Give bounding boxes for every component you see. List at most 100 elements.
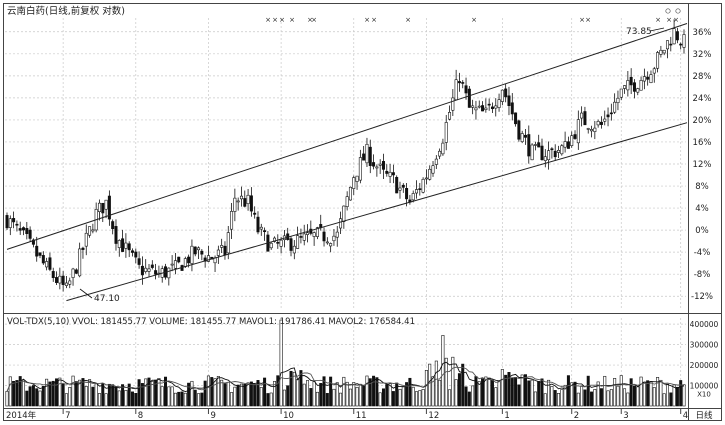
high-mark-pointer <box>649 27 665 32</box>
candle-body <box>659 49 663 55</box>
candle-body <box>672 28 676 45</box>
candle-body <box>150 264 154 268</box>
candle-body <box>467 88 471 108</box>
candle-body <box>444 122 448 143</box>
candle-body <box>325 241 329 244</box>
price-tick-label: -8% <box>694 270 711 280</box>
month-label: 10 <box>283 411 294 421</box>
volume-ma10-line <box>6 366 685 392</box>
candle-body <box>381 161 385 170</box>
candle-body <box>421 178 425 193</box>
volume-bar <box>444 357 448 407</box>
volume-bar <box>381 388 385 407</box>
volume-bar <box>616 385 620 407</box>
volume-bar <box>137 379 141 407</box>
candle-body <box>533 144 537 146</box>
candle-body <box>8 218 12 228</box>
volume-bar <box>500 369 504 407</box>
candle-body <box>365 143 369 164</box>
candle-body <box>580 112 584 119</box>
candle-body <box>652 68 656 74</box>
event-marker: × <box>289 16 295 24</box>
event-marker: × <box>364 16 370 24</box>
candle-body <box>477 105 481 108</box>
volume-bar <box>537 381 541 407</box>
candle-body <box>206 255 210 262</box>
volume-bar <box>210 377 214 407</box>
volume-bar <box>5 391 9 407</box>
volume-bar <box>335 382 339 407</box>
volume-bar <box>632 385 636 407</box>
candle-body <box>583 111 587 126</box>
volume-bar <box>385 384 389 407</box>
candle-body <box>454 79 458 101</box>
volume-bar <box>557 393 561 407</box>
candle-body <box>636 88 640 93</box>
candle-body <box>507 95 511 106</box>
volume-bar <box>249 381 253 407</box>
candle-body <box>315 227 319 237</box>
volume-bar <box>216 376 220 407</box>
volume-bar <box>665 383 669 407</box>
candle-body <box>88 226 92 236</box>
candle-body <box>500 89 504 102</box>
candle-body <box>385 170 389 174</box>
candle-body <box>226 232 230 254</box>
candle-body <box>154 270 158 275</box>
volume-bar <box>424 369 428 407</box>
candle-body <box>335 231 339 238</box>
candle-body <box>566 141 570 149</box>
candle-body <box>451 97 455 111</box>
candle-body <box>375 166 379 169</box>
volume-bar <box>481 378 485 407</box>
candle-body <box>256 216 260 233</box>
candle-body <box>236 200 240 203</box>
candle-body <box>428 168 432 180</box>
candle-body <box>144 267 148 272</box>
candle-body <box>527 134 531 157</box>
volume-bar <box>603 375 607 407</box>
volume-bar <box>15 380 19 407</box>
volume-bar <box>97 393 101 407</box>
volume-indicator-title: VOL-TDX(5,10) VVOL: 181455.77 VOLUME: 18… <box>7 317 415 327</box>
candle-body <box>233 197 237 212</box>
volume-bar <box>276 375 280 407</box>
candle-body <box>130 250 134 253</box>
candle-body <box>474 107 478 111</box>
candle-body <box>51 271 55 278</box>
volume-bar <box>672 384 676 407</box>
volume-bar <box>299 370 303 407</box>
volume-bar <box>451 356 455 407</box>
candle-body <box>355 175 359 182</box>
volume-bar <box>507 372 511 407</box>
volume-bar <box>517 384 521 407</box>
volume-bar <box>642 381 646 407</box>
candle-body <box>540 145 544 161</box>
candle-body <box>510 102 514 115</box>
volume-bar <box>332 388 336 407</box>
candle-body <box>573 134 577 139</box>
trend-channel <box>6 23 688 302</box>
candle-body <box>481 105 485 112</box>
volume-bar <box>421 389 425 407</box>
price-grid <box>5 18 686 310</box>
volume-bar <box>464 386 468 407</box>
price-tick-label: 4% <box>695 204 709 214</box>
volume-bar <box>669 392 673 407</box>
volume-bar <box>266 393 270 407</box>
date-axis-labels: 2014年 7 8 9 10 11 12 1 2 3 4 日线 <box>6 409 713 421</box>
volume-bar <box>127 383 131 407</box>
volume-bar <box>441 335 445 407</box>
candle-body <box>490 106 494 110</box>
volume-bar <box>629 378 633 407</box>
volume-bar <box>31 385 35 407</box>
volume-bar <box>438 379 442 407</box>
volume-bar <box>487 377 491 407</box>
event-marker: × <box>307 16 313 24</box>
candle-body <box>104 199 108 210</box>
volume-bar <box>339 392 343 407</box>
candle-body <box>457 81 461 84</box>
candle-body <box>48 257 52 270</box>
high-price-label: 73.85 <box>626 27 652 37</box>
